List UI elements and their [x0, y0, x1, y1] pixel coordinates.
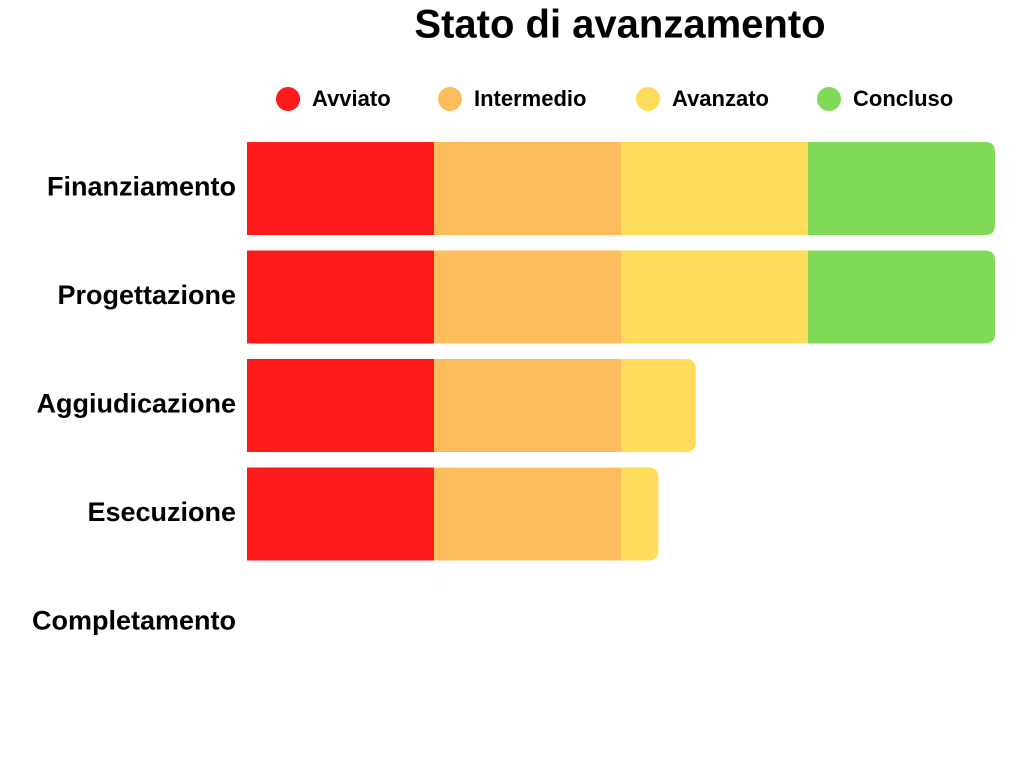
legend-label: Intermedio	[474, 86, 586, 111]
bar-segment	[621, 359, 696, 452]
y-tick-label: Esecuzione	[87, 497, 236, 527]
bar-segment	[247, 250, 434, 344]
bar-segment	[247, 359, 434, 452]
legend-label: Avviato	[312, 86, 391, 111]
bar-segment	[247, 142, 434, 235]
bar-segment	[808, 250, 995, 344]
y-tick-label: Aggiudicazione	[36, 389, 236, 419]
legend-swatch	[817, 87, 841, 111]
legend-label: Avanzato	[672, 86, 769, 111]
bar-segment	[621, 142, 808, 235]
chart-title: Stato di avanzamento	[414, 3, 825, 47]
legend-swatch	[636, 87, 660, 111]
y-tick-label: Progettazione	[57, 280, 236, 310]
legend-swatch	[276, 87, 300, 111]
bar-segment	[434, 359, 621, 452]
legend-swatch	[438, 87, 462, 111]
y-tick-label: Completamento	[32, 606, 236, 636]
bar-segment	[621, 467, 659, 561]
bar-segment	[621, 250, 808, 344]
bar-segment	[247, 467, 434, 561]
bar-segment	[808, 142, 995, 235]
legend-label: Concluso	[853, 86, 953, 111]
bar-segment	[434, 250, 621, 344]
y-tick-label: Finanziamento	[47, 172, 236, 202]
bar-segment	[434, 467, 621, 561]
bar-segment	[434, 142, 621, 235]
